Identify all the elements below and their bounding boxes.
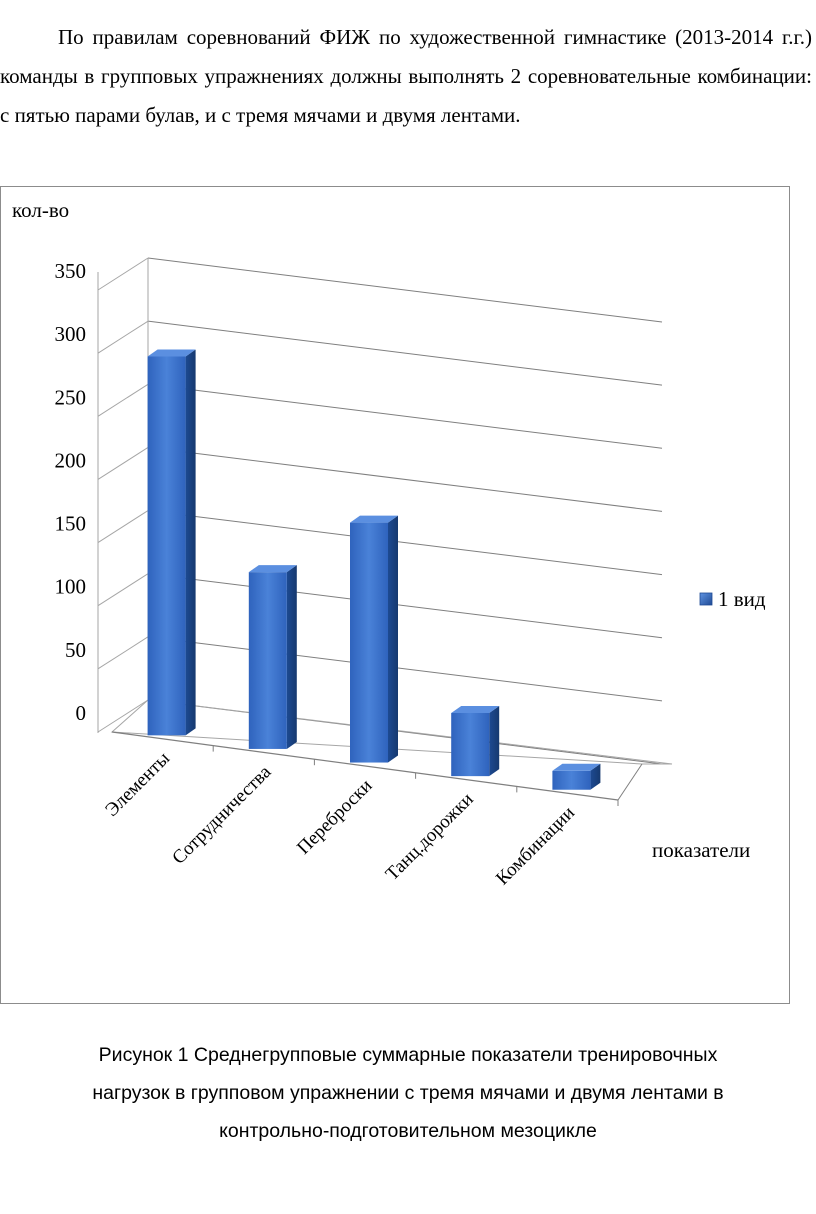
side-gridline [97,636,149,670]
bar [147,349,196,736]
chart-frame [0,186,790,1004]
side-gridline [97,573,149,607]
y-tick-label: 150 [55,512,87,536]
gridline [147,573,663,639]
bar-top [350,515,398,523]
bar [248,565,297,749]
intro-text: По правилам соревнований ФИЖ по художест… [0,25,812,127]
caption-line-1: Рисунок 1 Среднегрупповые суммарные пока… [98,1044,718,1066]
y-tick-label: 0 [76,701,87,725]
y-tick-label: 50 [65,638,86,662]
caption-line-3: контрольно-подготовительном мезоцикле [219,1120,597,1142]
bar-top [147,349,196,357]
bar-side [590,763,601,790]
gridline [147,636,663,702]
x-tick-label: Танц.дорожки [382,789,478,885]
y-tick-label: 200 [55,448,87,472]
gridline [147,320,663,386]
bar-side [185,349,196,736]
x-axis-label: показатели [652,838,750,862]
bar [350,515,398,763]
gridline [147,510,663,576]
x-tick-label: Комбинации [492,802,579,889]
y-tick-label: 100 [55,575,87,599]
x-tick-label: Сотрудничества [168,761,275,868]
x-tick-label: Элементы [101,748,174,821]
bar [451,705,500,777]
figure-caption: Рисунок 1 Среднегрупповые суммарные пока… [0,1036,816,1150]
y-tick-label: 350 [55,259,87,283]
bar-front [451,712,490,777]
bar-front [552,770,591,790]
legend-swatch [699,592,713,606]
side-gridline [97,447,149,480]
bar-front [350,522,388,763]
bar-side [489,705,500,777]
bar-front [248,572,287,749]
side-gridline [97,320,149,354]
bar-top [248,565,297,573]
gridline [147,446,663,512]
y-tick-labels: 0 50 100 150 200 250 300 350 [55,259,87,725]
chart-bars [147,349,601,790]
caption-line-2: нагрузок в групповом упражнении с тремя … [92,1082,724,1104]
gridline [147,257,663,323]
side-gridline [97,510,149,543]
bar-side [388,515,398,763]
intro-paragraph: По правилам соревнований ФИЖ по художест… [0,18,812,135]
bar [552,763,601,790]
side-gridline [97,257,149,291]
x-tick-label: Переброски [293,775,376,858]
floor-edge [617,763,643,801]
side-gridline [97,383,149,417]
legend-label: 1 вид [718,587,766,611]
bar-side [286,565,297,749]
x-axis-line [111,731,619,801]
bar-front [147,356,186,736]
bar-top [552,763,601,771]
legend: 1 вид [699,587,766,611]
y-tick-label: 250 [55,385,87,409]
gridline [147,383,663,449]
side-gridline [97,699,149,733]
bar-top [451,705,500,713]
y-tick-label: 300 [55,322,87,346]
y-axis-label: кол-во [12,198,69,222]
